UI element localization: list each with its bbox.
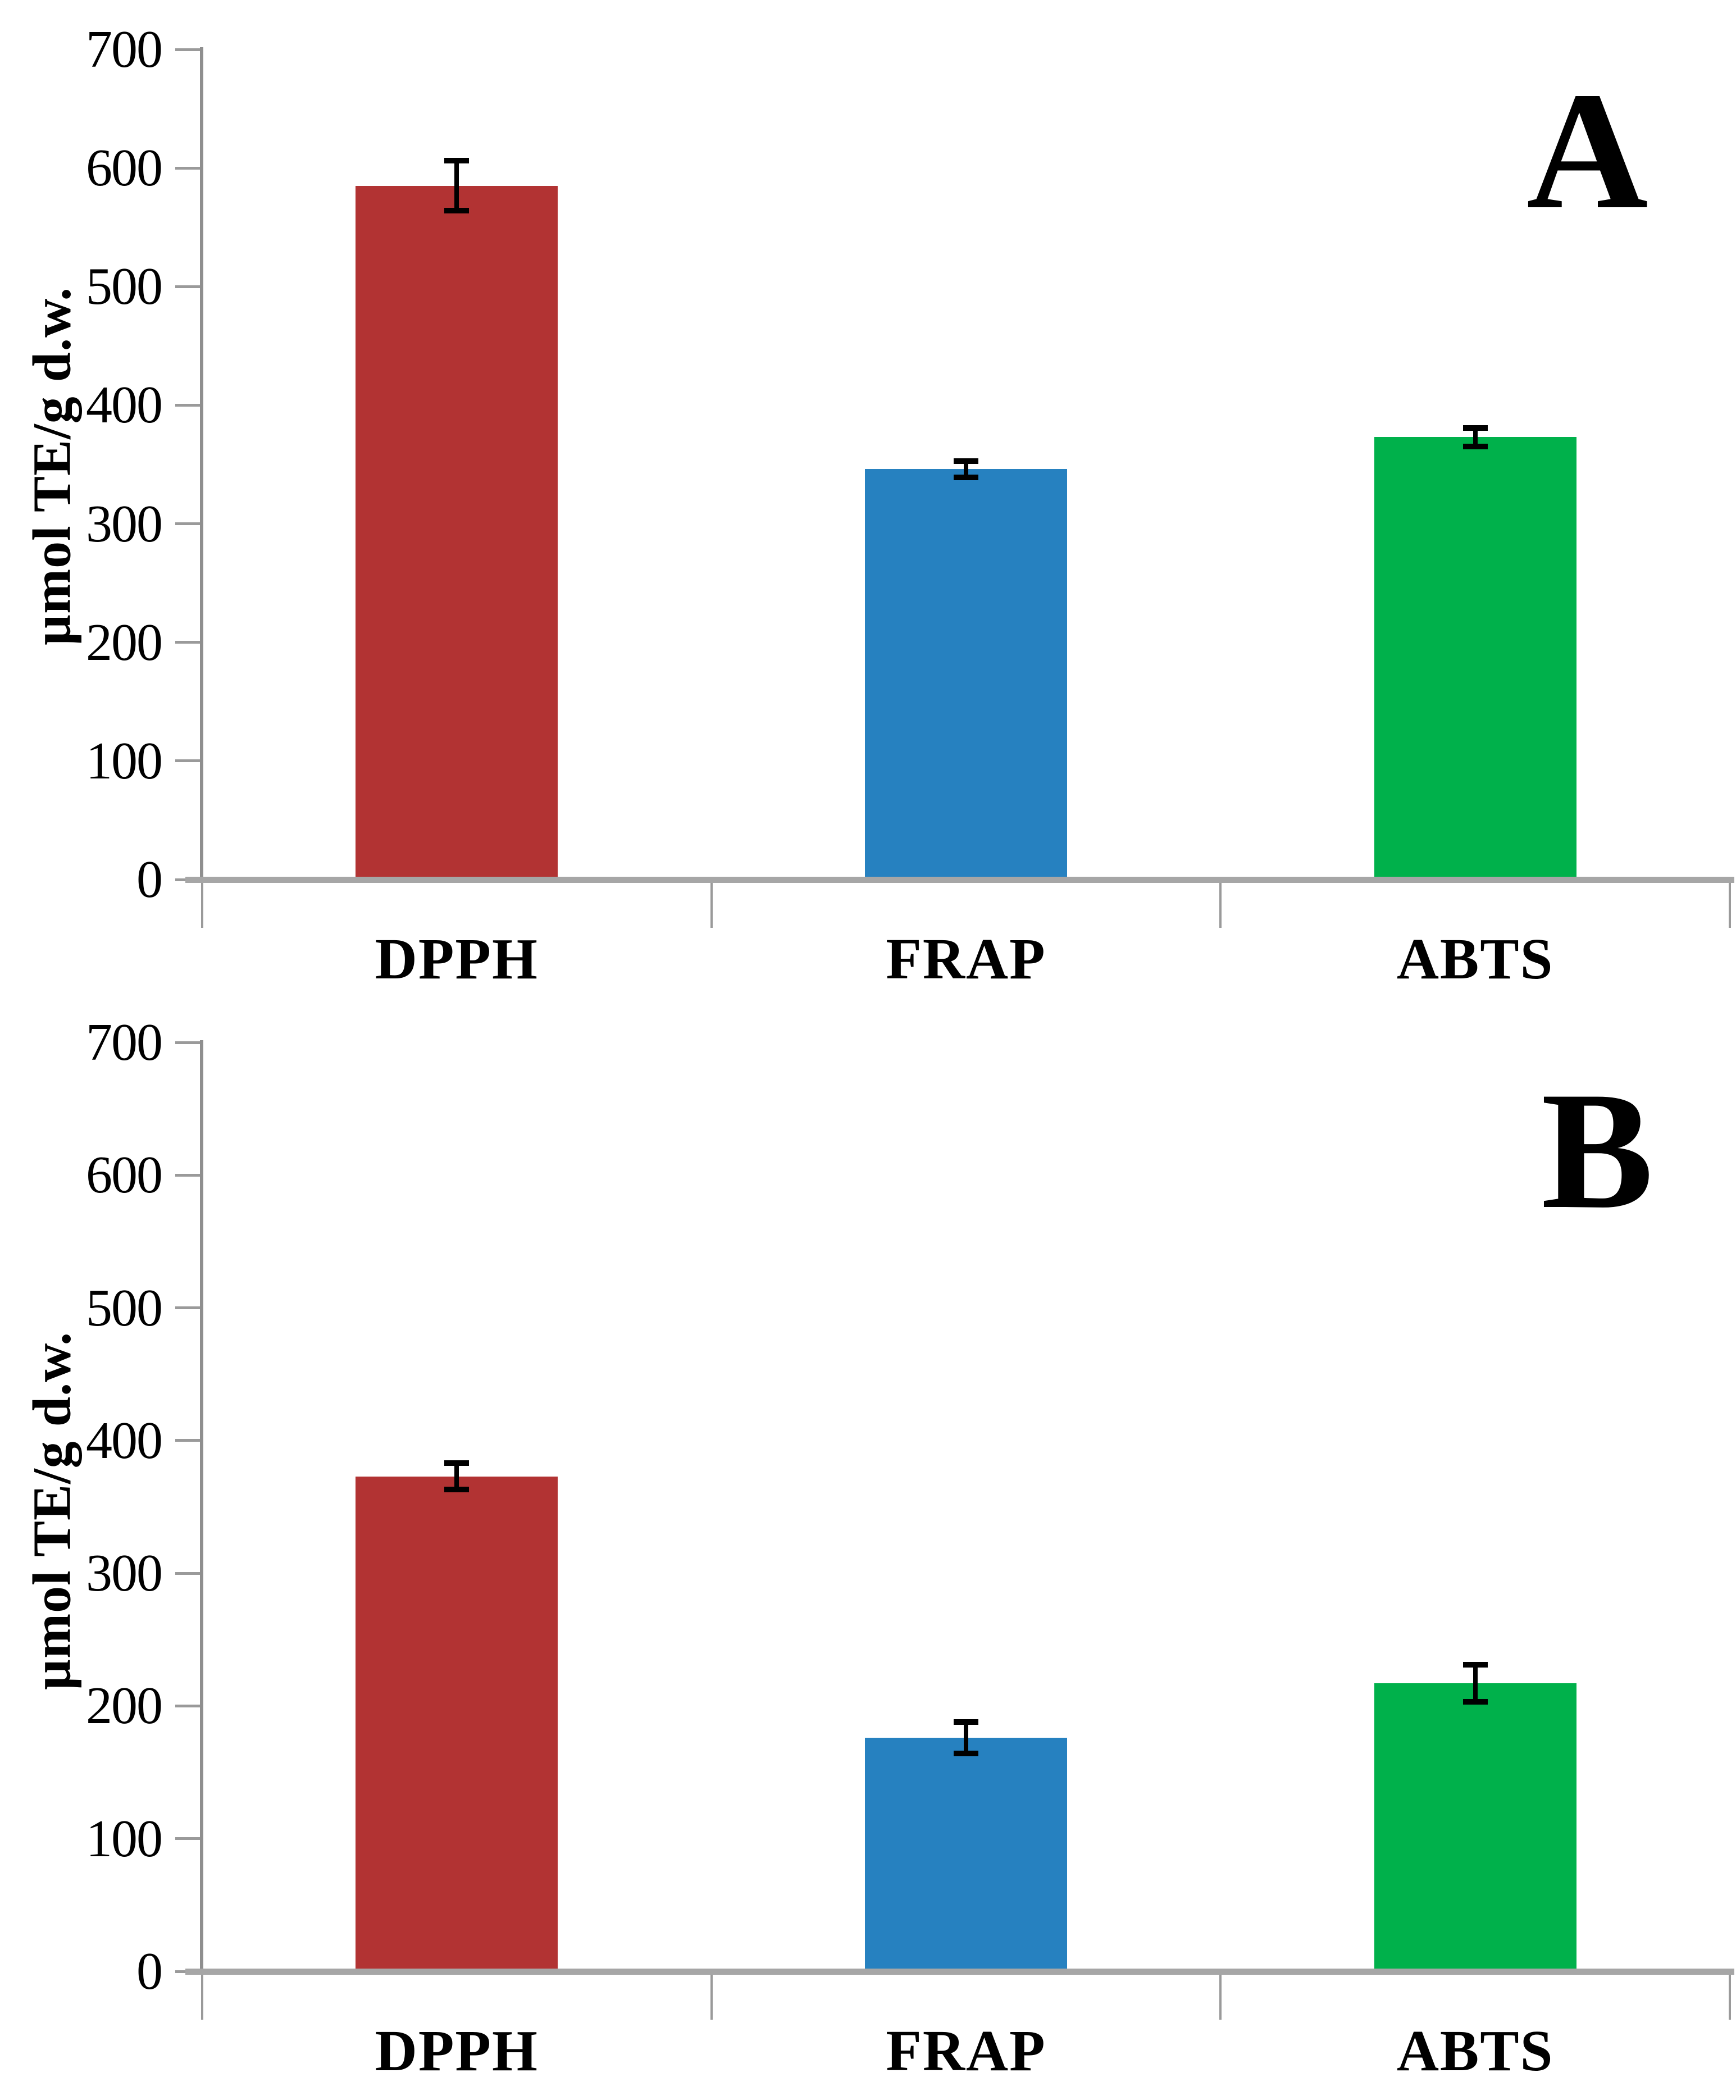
y-tick-mark-a — [175, 759, 202, 763]
y-tick-mark-b — [175, 1704, 202, 1707]
error-bar-cap-upper-abts-b — [1462, 1662, 1488, 1668]
y-tick-label-b: 700 — [86, 1013, 163, 1072]
category-label-frap-a: FRAP — [886, 927, 1046, 991]
y-tick-mark-b — [175, 1439, 202, 1442]
x-tick-mark-a — [1219, 883, 1222, 928]
error-bar-line-abts-a — [1473, 427, 1478, 447]
y-tick-mark-a — [175, 285, 202, 288]
x-axis-line-b — [185, 1969, 1734, 1975]
error-bar-line-dpph-b — [454, 1463, 459, 1490]
y-tick-label-b: 300 — [86, 1544, 163, 1603]
category-label-dpph-a: DPPH — [375, 927, 539, 991]
x-tick-mark-b — [1219, 1975, 1222, 2020]
y-tick-label-a: 500 — [86, 257, 163, 316]
y-tick-mark-b — [175, 1041, 202, 1044]
y-axis-title-panel-b: µmol TE/g d.w. — [21, 1331, 82, 1691]
category-label-dpph-b: DPPH — [375, 2019, 539, 2083]
error-bar-line-frap-b — [964, 1721, 968, 1754]
y-tick-label-b: 100 — [86, 1809, 163, 1868]
y-tick-label-b: 0 — [136, 1942, 163, 2001]
category-label-frap-b: FRAP — [886, 2019, 1046, 2083]
error-bar-line-dpph-a — [454, 161, 459, 211]
panel-label-a: A — [1527, 57, 1648, 244]
y-tick-mark-b — [175, 1306, 202, 1310]
panel-label-b: B — [1541, 1057, 1654, 1243]
y-tick-label-b: 200 — [86, 1677, 163, 1735]
y-tick-label-a: 100 — [86, 731, 163, 790]
y-tick-label-a: 0 — [136, 850, 163, 909]
bar-abts-a — [1374, 437, 1576, 880]
y-tick-mark-b — [175, 1837, 202, 1841]
x-tick-mark-a — [710, 883, 713, 928]
error-bar-cap-upper-frap-a — [954, 458, 978, 464]
y-axis-title-panel-a: µmol TE/g d.w. — [21, 286, 82, 646]
error-bar-cap-upper-abts-a — [1462, 425, 1488, 431]
bar-frap-b — [865, 1738, 1067, 1971]
y-tick-label-b: 400 — [86, 1411, 163, 1470]
bar-abts-b — [1374, 1683, 1576, 1971]
error-bar-cap-upper-dpph-a — [444, 158, 470, 164]
error-bar-line-frap-a — [964, 461, 968, 478]
x-tick-mark-a — [1729, 883, 1731, 928]
error-bar-cap-upper-frap-b — [954, 1719, 978, 1725]
y-tick-mark-a — [175, 522, 202, 526]
x-tick-mark-a — [201, 883, 203, 928]
y-axis-line-a — [200, 47, 203, 883]
y-tick-mark-a — [175, 166, 202, 170]
y-tick-mark-a — [175, 403, 202, 407]
x-tick-mark-b — [201, 1975, 203, 2020]
y-tick-label-b: 500 — [86, 1278, 163, 1337]
x-tick-mark-b — [1729, 1975, 1731, 2020]
y-tick-label-b: 600 — [86, 1146, 163, 1205]
y-tick-label-a: 400 — [86, 376, 163, 435]
error-bar-cap-lower-frap-a — [954, 475, 978, 481]
error-bar-cap-lower-abts-a — [1462, 444, 1488, 450]
y-axis-line-b — [200, 1040, 203, 1975]
y-tick-label-a: 300 — [86, 494, 163, 553]
y-tick-mark-a — [175, 48, 202, 51]
y-tick-mark-b — [175, 1571, 202, 1575]
category-label-abts-a: ABTS — [1396, 927, 1554, 991]
error-bar-cap-lower-frap-b — [954, 1751, 978, 1757]
y-tick-mark-a — [175, 641, 202, 644]
x-tick-mark-b — [710, 1975, 713, 2020]
error-bar-line-abts-b — [1473, 1665, 1478, 1702]
x-axis-line-a — [185, 877, 1734, 883]
y-tick-label-a: 600 — [86, 139, 163, 198]
bar-frap-a — [865, 469, 1067, 880]
bar-dpph-b — [356, 1476, 558, 1971]
error-bar-cap-lower-dpph-a — [444, 208, 470, 214]
error-bar-cap-lower-abts-b — [1462, 1699, 1488, 1705]
y-tick-label-a: 700 — [86, 20, 163, 79]
error-bar-cap-lower-dpph-b — [444, 1487, 470, 1493]
y-tick-mark-b — [175, 1173, 202, 1177]
error-bar-cap-upper-dpph-b — [444, 1460, 470, 1466]
category-label-abts-b: ABTS — [1396, 2019, 1554, 2083]
bar-dpph-a — [356, 185, 558, 880]
y-tick-label-a: 200 — [86, 613, 163, 672]
